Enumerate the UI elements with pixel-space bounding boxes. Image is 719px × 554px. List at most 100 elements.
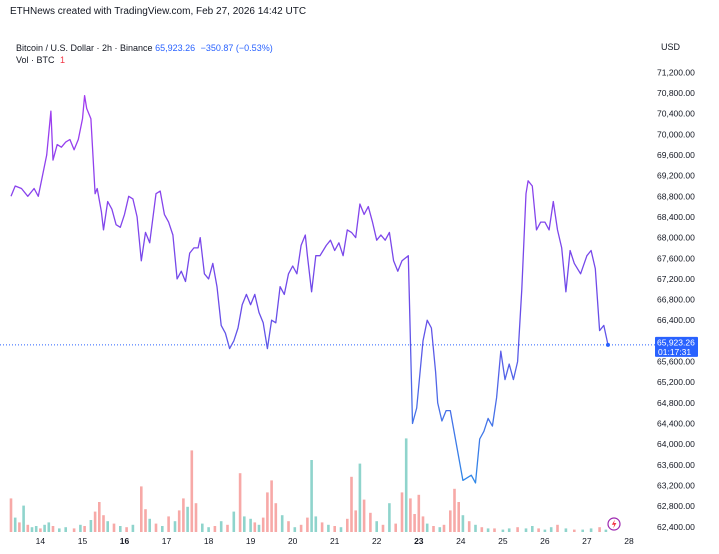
price-tick-label: 71,200.00 <box>657 67 695 77</box>
volume-bar <box>148 518 151 532</box>
price-change: −350.87 (−0.53%) <box>200 43 273 53</box>
volume-bar <box>293 527 297 532</box>
volume-bar <box>394 523 397 532</box>
price-tick-label: 68,000.00 <box>657 233 695 243</box>
volume-bar <box>89 520 93 532</box>
volume-bar <box>43 524 46 532</box>
volume-bar <box>543 529 547 532</box>
price-tick-label: 64,400.00 <box>657 419 695 429</box>
volume-bar <box>486 528 490 532</box>
volume-bar <box>249 518 252 532</box>
currency-label[interactable]: USD <box>661 42 681 52</box>
time-tick-label: 24 <box>456 536 466 546</box>
volume-bar <box>72 528 76 532</box>
volume-bar <box>257 524 261 532</box>
volume-bar <box>47 522 51 532</box>
volume-bar <box>270 480 273 532</box>
volume-bar <box>409 498 412 532</box>
volume-bar <box>358 463 362 532</box>
volume-bar <box>413 514 416 532</box>
volume-bar <box>480 527 484 532</box>
volume-bar <box>339 527 343 532</box>
time-axis[interactable]: 14 15 16 17 18 19 20 21 22 23 24 25 26 27 28 <box>36 536 634 546</box>
volume-bar <box>144 509 147 532</box>
price-tick-label: 62,400.00 <box>657 522 695 532</box>
volume-bar <box>449 510 452 532</box>
price-badge-background <box>655 336 698 357</box>
volume-bar <box>421 516 425 532</box>
volume-bar <box>173 521 177 532</box>
volume-bar <box>573 529 576 532</box>
volume-bar <box>274 503 278 532</box>
volume-bar <box>417 494 421 532</box>
time-tick-label: 25 <box>498 536 508 546</box>
time-tick-label: 21 <box>330 536 340 546</box>
volume-bar <box>432 526 435 532</box>
volume-bar <box>219 521 223 532</box>
volume-bar <box>306 517 309 532</box>
price-series-line <box>10 94 609 484</box>
volume-bar <box>102 515 105 532</box>
volume-bar <box>501 529 505 532</box>
volume-bar <box>98 502 101 532</box>
volume-bar <box>598 527 601 532</box>
volume-label[interactable]: Vol · BTC <box>16 55 55 65</box>
volume-bar <box>362 499 366 532</box>
volume-bar <box>327 524 330 532</box>
volume-bar <box>154 523 158 532</box>
time-tick-label: 26 <box>540 536 550 546</box>
chart-legend: Bitcoin / U.S. Dollar · 2h · Binance 65,… <box>16 42 273 66</box>
volume-bar <box>112 523 116 532</box>
chart-credit: ETHNews created with TradingView.com, Fe… <box>10 6 307 17</box>
volume-bar <box>64 527 67 532</box>
volume-bar <box>354 510 357 532</box>
price-tick-label: 63,200.00 <box>657 481 695 491</box>
volume-bar <box>30 527 34 532</box>
price-axis[interactable]: 71,200.00 70,800.00 70,400.00 70,000.00 69,6… <box>657 67 695 532</box>
price-tick-label: 65,600.00 <box>657 357 695 367</box>
volume-bar <box>581 529 584 532</box>
price-tick-label: 67,600.00 <box>657 253 695 263</box>
volume-bar <box>131 524 135 532</box>
price-tick-label: 64,000.00 <box>657 439 695 449</box>
volume-bar <box>589 528 593 532</box>
time-tick-label: 15 <box>78 536 88 546</box>
volume-bar <box>207 527 210 532</box>
volume-bar <box>400 492 404 532</box>
flash-icon-button[interactable] <box>607 517 621 531</box>
volume-bar <box>507 528 511 532</box>
volume-bar <box>119 526 122 532</box>
volume-bar <box>39 528 42 532</box>
time-tick-label: 27 <box>582 536 592 546</box>
price-tick-label: 70,800.00 <box>657 88 695 98</box>
volume-bar <box>442 524 446 532</box>
volume-bar <box>232 511 236 532</box>
volume-bar <box>243 516 246 532</box>
price-tick-label: 68,800.00 <box>657 191 695 201</box>
last-price-dot <box>605 342 610 347</box>
price-tick-label: 66,800.00 <box>657 295 695 305</box>
price-tick-label: 69,600.00 <box>657 150 695 160</box>
volume-bar <box>226 524 229 532</box>
volume-bar <box>83 526 86 532</box>
volume-bar <box>537 528 540 532</box>
volume-bar <box>310 460 313 532</box>
volume-bar <box>26 524 30 532</box>
price-tick-label: 70,400.00 <box>657 109 695 119</box>
volume-bar <box>9 498 13 532</box>
volume-bar <box>201 523 204 532</box>
volume-bar <box>161 526 164 532</box>
volume-bar <box>186 506 189 532</box>
volume-bar <box>467 521 471 532</box>
volume-bar <box>375 521 378 532</box>
symbol-title[interactable]: Bitcoin / U.S. Dollar · 2h · Binance <box>16 43 153 53</box>
volume-bar <box>22 505 25 532</box>
volume-bar <box>564 528 568 532</box>
price-tick-label: 63,600.00 <box>657 460 695 470</box>
price-badge-value: 65,923.26 <box>657 337 695 347</box>
price-tick-label: 65,200.00 <box>657 377 695 387</box>
time-tick-label: 19 <box>246 536 256 546</box>
volume-row: Vol · BTC 1 <box>16 54 273 66</box>
time-tick-label: 20 <box>288 536 298 546</box>
